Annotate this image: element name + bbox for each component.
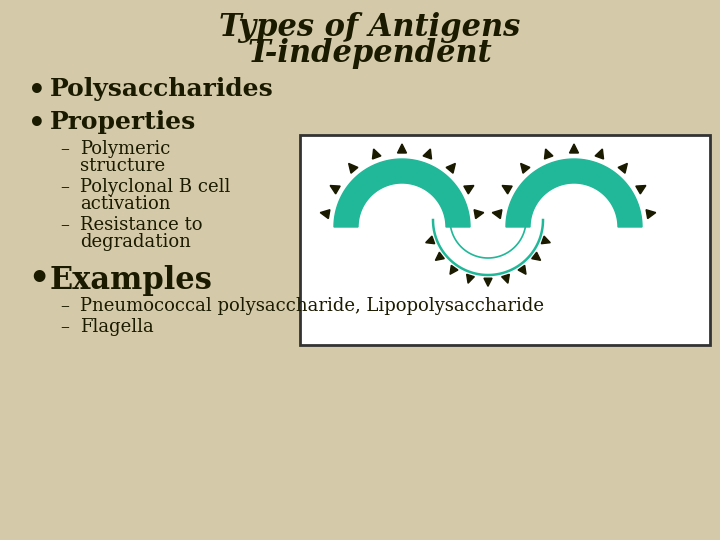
Polygon shape [518,265,526,274]
Polygon shape [531,252,541,260]
Polygon shape [464,186,474,194]
Polygon shape [646,210,656,219]
Text: Types of Antigens: Types of Antigens [220,12,521,43]
Polygon shape [506,159,642,227]
Text: •: • [28,262,49,295]
Text: Properties: Properties [50,110,197,134]
Polygon shape [502,186,512,194]
Text: Flagella: Flagella [80,318,154,336]
Polygon shape [426,236,435,244]
Text: Polysaccharides: Polysaccharides [50,77,274,101]
Text: Resistance to: Resistance to [80,216,202,234]
Text: –: – [60,216,69,234]
Polygon shape [474,210,484,219]
Text: –: – [60,297,69,315]
Text: Examples: Examples [50,265,213,296]
Bar [300,135,710,345]
Text: structure: structure [80,157,165,175]
Text: •: • [28,110,46,137]
Polygon shape [492,210,502,219]
Text: Polymeric: Polymeric [80,140,171,158]
Text: •: • [28,77,46,104]
Polygon shape [595,149,603,159]
Text: degradation: degradation [80,233,191,251]
Polygon shape [541,236,550,244]
Polygon shape [446,164,455,173]
Text: Pneumococcal polysaccharide, Lipopolysaccharide: Pneumococcal polysaccharide, Lipopolysac… [80,297,544,315]
Polygon shape [521,164,530,173]
Polygon shape [544,149,553,159]
Polygon shape [348,164,358,173]
Polygon shape [618,164,627,173]
Polygon shape [450,265,458,274]
Polygon shape [397,144,407,153]
Polygon shape [467,274,474,284]
Polygon shape [436,252,444,260]
Text: –: – [60,178,69,196]
Polygon shape [484,278,492,286]
Polygon shape [334,159,470,227]
Polygon shape [372,149,381,159]
Polygon shape [330,186,340,194]
Polygon shape [320,210,330,219]
Text: T-independent: T-independent [248,38,492,69]
Polygon shape [570,144,578,153]
Polygon shape [423,149,431,159]
Text: Polyclonal B cell: Polyclonal B cell [80,178,230,196]
Text: –: – [60,318,69,336]
Polygon shape [636,186,646,194]
Text: –: – [60,140,69,158]
Text: activation: activation [80,195,171,213]
Polygon shape [502,274,509,284]
